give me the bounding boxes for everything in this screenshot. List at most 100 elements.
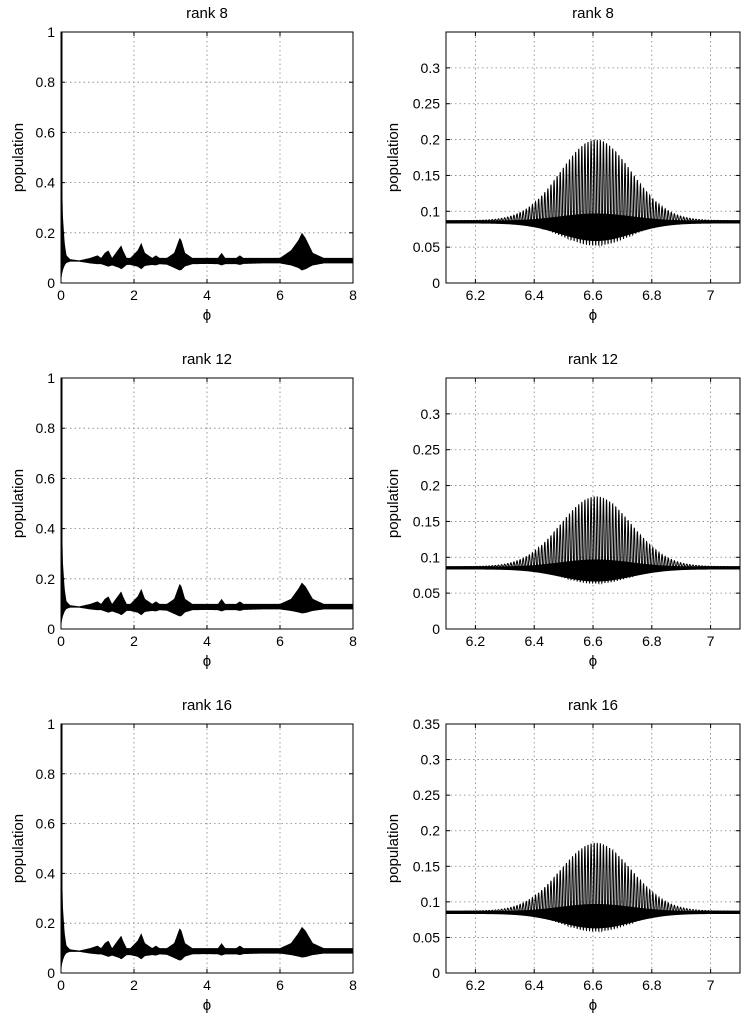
y-tick-label: 0.8: [36, 420, 56, 436]
x-tick-label: 0: [57, 633, 65, 649]
population-band: [446, 559, 740, 582]
y-tick-label: 0.2: [421, 478, 441, 494]
y-axis-label: population: [385, 469, 402, 538]
panel-title: rank 12: [568, 351, 618, 368]
y-tick-label: 1: [47, 370, 55, 386]
x-tick-label: 4: [203, 633, 211, 649]
y-axis-label: population: [10, 123, 27, 192]
y-tick-label: 0.05: [413, 929, 440, 945]
panel-r8-zoom: 6.2 6.4 6.6 6.8 7 0 0.05 0.1 0.15 0.2 0.25 0.3 rank …: [385, 5, 741, 324]
x-tick-label: 8: [349, 633, 357, 649]
y-tick-label: 0.2: [36, 225, 56, 241]
x-tick-label: 6.2: [466, 633, 486, 649]
x-tick-label: 6: [276, 977, 284, 993]
y-tick-label: 0.1: [421, 203, 441, 219]
y-tick-label: 0: [47, 965, 55, 981]
x-tick-label: 6.2: [466, 977, 486, 993]
y-tick-label: 0.8: [36, 74, 56, 90]
x-tick-label: 0: [57, 287, 65, 303]
x-axis-label: ϕ: [203, 653, 211, 670]
y-tick-label: 0.35: [413, 716, 440, 732]
y-tick-label: 0.4: [36, 175, 56, 191]
y-tick-label: 0: [47, 275, 55, 291]
y-tick-label: 0.6: [36, 470, 56, 486]
y-tick-label: 0.15: [413, 858, 440, 874]
x-tick-label: 6.4: [524, 633, 544, 649]
y-tick-label: 0.3: [421, 60, 441, 76]
y-tick-label: 0.8: [36, 766, 56, 782]
x-axis-label: ϕ: [589, 997, 597, 1014]
x-tick-label: 6.8: [642, 287, 662, 303]
y-tick-label: 0.4: [36, 865, 56, 881]
y-tick-label: 0.25: [413, 787, 440, 803]
x-tick-label: 2: [130, 633, 138, 649]
y-tick-label: 0: [432, 965, 440, 981]
x-tick-label: 6.4: [524, 287, 544, 303]
y-tick-label: 0.2: [421, 823, 441, 839]
y-axis-label: population: [10, 814, 27, 883]
x-tick-label: 7: [707, 287, 715, 303]
x-axis-label: ϕ: [589, 307, 597, 324]
panel-r8-full: 0 2 4 6 8 0 0.2 0.4 0.6 0.8 1 rank 8 ϕ population: [10, 5, 357, 324]
x-tick-label: 2: [130, 287, 138, 303]
y-axis-label: population: [10, 469, 27, 538]
y-tick-label: 0: [432, 275, 440, 291]
x-axis-label: ϕ: [203, 997, 211, 1014]
x-tick-label: 6.4: [524, 977, 544, 993]
x-tick-label: 6.8: [642, 977, 662, 993]
y-tick-label: 0.4: [36, 521, 56, 537]
y-tick-label: 0.3: [421, 406, 441, 422]
x-axis-label: ϕ: [589, 653, 597, 670]
y-tick-label: 0.2: [421, 132, 441, 148]
x-tick-label: 8: [349, 977, 357, 993]
y-tick-label: 0.25: [413, 442, 440, 458]
x-tick-label: 6.8: [642, 633, 662, 649]
panel-r12-full: 0 2 4 6 8 0 0.2 0.4 0.6 0.8 1 rank 12 ϕ population: [10, 351, 357, 670]
x-tick-label: 8: [349, 287, 357, 303]
y-tick-label: 0: [47, 621, 55, 637]
panel-title: rank 16: [182, 697, 232, 714]
y-axis-label: population: [385, 123, 402, 192]
x-tick-label: 7: [707, 633, 715, 649]
population-band: [446, 903, 740, 929]
x-tick-label: 6.6: [583, 977, 603, 993]
x-tick-label: 6: [276, 633, 284, 649]
panel-r16-zoom: 6.2 6.4 6.6 6.8 7 0 0.05 0.1 0.15 0.2 0.25 0.3 0.35 r…: [385, 697, 741, 1014]
population-trace: [61, 724, 353, 973]
y-tick-label: 0.25: [413, 96, 440, 112]
y-axis-label: population: [385, 814, 402, 883]
y-tick-label: 0.2: [36, 571, 56, 587]
panel-r12-zoom: 6.2 6.4 6.6 6.8 7 0 0.05 0.1 0.15 0.2 0.25 0.3 rank …: [385, 351, 741, 670]
panel-title: rank 16: [568, 697, 618, 714]
y-tick-label: 0.15: [413, 167, 440, 183]
x-tick-label: 7: [707, 977, 715, 993]
x-tick-label: 4: [203, 977, 211, 993]
y-tick-label: 0.1: [421, 549, 441, 565]
panel-title: rank 8: [572, 5, 614, 22]
y-tick-label: 0.6: [36, 816, 56, 832]
x-tick-label: 4: [203, 287, 211, 303]
x-tick-label: 6: [276, 287, 284, 303]
x-tick-label: 6.6: [583, 633, 603, 649]
y-tick-label: 0: [432, 621, 440, 637]
y-tick-label: 0.05: [413, 239, 440, 255]
y-tick-label: 0.15: [413, 513, 440, 529]
panels: 0 2 4 6 8 0 0.2 0.4 0.6 0.8 1 rank 8 ϕ population 6.2 6…: [10, 5, 741, 1014]
x-tick-label: 0: [57, 977, 65, 993]
x-tick-label: 6.6: [583, 287, 603, 303]
y-tick-label: 1: [47, 24, 55, 40]
panel-r16-full: 0 2 4 6 8 0 0.2 0.4 0.6 0.8 1 rank 16 ϕ population: [10, 697, 357, 1014]
population-trace: [61, 32, 353, 283]
y-tick-label: 0.6: [36, 124, 56, 140]
population-trace: [61, 378, 353, 629]
y-tick-label: 0.1: [421, 894, 441, 910]
y-tick-label: 1: [47, 716, 55, 732]
panel-title: rank 8: [186, 5, 228, 22]
y-tick-label: 0.2: [36, 915, 56, 931]
panel-title: rank 12: [182, 351, 232, 368]
x-axis-label: ϕ: [203, 307, 211, 324]
x-tick-label: 2: [130, 977, 138, 993]
population-band: [446, 213, 740, 242]
